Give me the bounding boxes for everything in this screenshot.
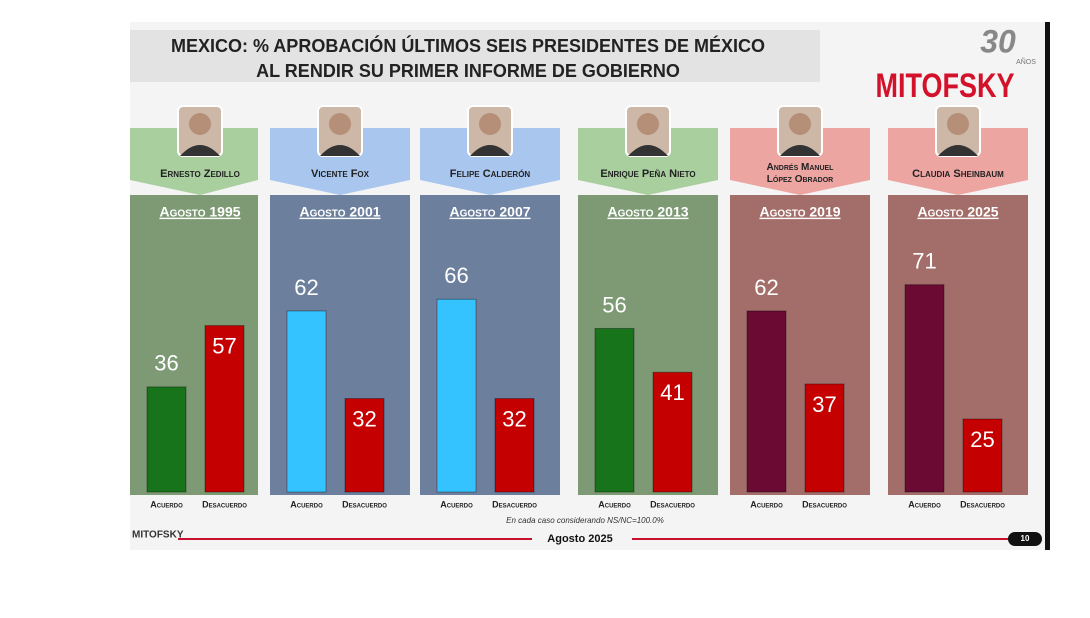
photo-face (189, 113, 211, 135)
value-label: 62 (294, 275, 318, 300)
footer-box (532, 530, 632, 548)
value-label: 37 (812, 392, 836, 417)
footer: Agosto 2025 (547, 533, 612, 545)
bar (594, 327, 635, 493)
bar (286, 310, 327, 493)
photo-suit (320, 145, 360, 156)
title: MEXICO: % APROBACIÓN ÚLTIMOS SEIS PRESID… (171, 35, 765, 56)
photo-suit (938, 145, 978, 156)
anniversary: 30 (980, 23, 1016, 59)
bar (494, 398, 535, 493)
legend-label: Acuerdo (290, 499, 323, 509)
panel-header (270, 128, 410, 195)
period: Agosto 2019 (759, 204, 840, 220)
legend-label: Desacuerdo (202, 499, 247, 509)
photo-suit (780, 145, 820, 156)
president-name: Ernesto Zedillo (160, 168, 240, 180)
photo-face (479, 113, 501, 135)
period: Agosto 2013 (607, 204, 688, 220)
president-name: Vicente Fox (311, 168, 370, 180)
photo-suit (180, 145, 220, 156)
note: En cada caso considerando NS/NC=100.0% (506, 516, 664, 525)
photo-suit (470, 145, 510, 156)
legend-label: Acuerdo (908, 499, 941, 509)
value-label: 66 (444, 263, 468, 288)
photo-face (329, 113, 351, 135)
value-label: 36 (154, 351, 178, 376)
legend-label: Desacuerdo (342, 499, 387, 509)
president-name: Enrique Peña Nieto (600, 168, 695, 180)
legend-label: Desacuerdo (650, 499, 695, 509)
president-name: Claudia Sheinbaum (912, 168, 1004, 180)
president-name: Felipe Calderón (450, 168, 531, 180)
value-label: 32 (352, 406, 376, 431)
legend-label: Acuerdo (440, 499, 473, 509)
bar (962, 418, 1003, 493)
panel-header (578, 128, 718, 195)
value-label: 71 (912, 248, 936, 273)
bar (344, 398, 385, 493)
value-label: 25 (970, 427, 994, 452)
photo-suit (628, 145, 668, 156)
brand: MITOFSKY (876, 66, 1015, 105)
bar (204, 325, 245, 493)
legend-label: Desacuerdo (960, 499, 1005, 509)
period: Agosto 2007 (449, 204, 530, 220)
bar (146, 386, 187, 493)
period: Agosto 2001 (299, 204, 380, 220)
panel-header (130, 128, 258, 195)
subtitle: AL RENDIR SU PRIMER INFORME DE GOBIERNO (256, 61, 680, 81)
slide-edge (1045, 22, 1050, 550)
value-label: 41 (660, 380, 684, 405)
panel-header (730, 128, 870, 195)
legend-label: Desacuerdo (802, 499, 847, 509)
panel-header (888, 128, 1028, 195)
bar (436, 298, 477, 493)
bar (746, 310, 787, 493)
legend-label: Acuerdo (750, 499, 783, 509)
period: Agosto 2025 (917, 204, 998, 220)
bar (652, 371, 693, 493)
photo-face (789, 113, 811, 135)
page-number: 10 (1021, 534, 1030, 543)
title-band (130, 30, 820, 82)
legend-label: Acuerdo (598, 499, 631, 509)
value-label: 56 (602, 292, 626, 317)
value-label: 32 (502, 406, 526, 431)
panel-header (420, 128, 560, 195)
bar (904, 284, 945, 493)
president-name: Andrés Manuel López Obrador (767, 162, 835, 185)
value-label: 57 (212, 333, 236, 358)
photo-face (947, 113, 969, 135)
anniversary-unit: AÑOS (1016, 57, 1036, 66)
bar (804, 383, 845, 493)
period: Agosto 1995 (159, 204, 240, 220)
legend-label: Desacuerdo (492, 499, 537, 509)
page-pill (1008, 532, 1042, 546)
footer-brand: MITOFSKY (132, 530, 184, 541)
photo-face (637, 113, 659, 135)
value-label: 62 (754, 275, 778, 300)
legend-label: Acuerdo (150, 499, 183, 509)
